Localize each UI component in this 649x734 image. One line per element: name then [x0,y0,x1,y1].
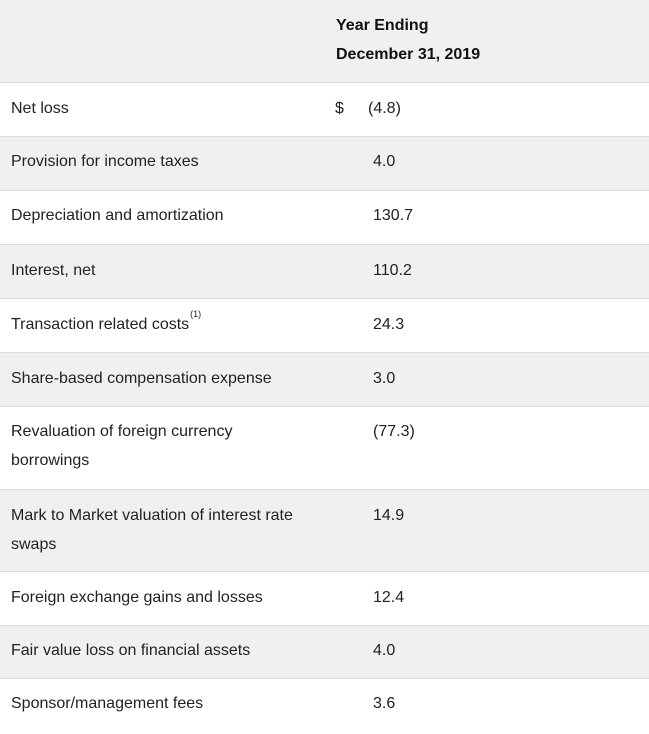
row-label: Provision for income taxes [11,153,199,170]
table-row-sponsor-fees: Sponsor/management fees 3.6 [0,679,649,734]
row-value: 3.6 [373,695,396,712]
row-value: 4.0 [373,642,396,659]
row-value: (77.3) [373,423,415,440]
row-value: 3.0 [373,370,396,387]
row-value: 12.4 [373,589,405,606]
row-label: Fair value loss on financial assets [11,642,251,659]
table-row-interest: Interest, net 110.2 [0,245,649,299]
row-label: Revaluation of foreign currency borrowin… [11,423,233,469]
row-label: Mark to Market valuation of interest rat… [11,507,293,553]
table-row-fair-value-loss: Fair value loss on financial assets 4.0 [0,626,649,679]
table-row-net-loss: Net loss $ (4.8) [0,83,649,137]
row-value: 14.9 [373,507,405,524]
row-label: Sponsor/management fees [11,695,204,712]
table-row-fx-gains: Foreign exchange gains and losses 12.4 [0,572,649,626]
row-value: 130.7 [373,207,414,224]
currency-symbol: $ [335,100,344,117]
table-row-mark-to-market: Mark to Market valuation of interest rat… [0,490,649,572]
footnote-marker: (1) [190,309,202,319]
row-label: Interest, net [11,262,96,279]
table-row-depreciation: Depreciation and amortization 130.7 [0,191,649,245]
row-label: Transaction related costs [11,316,190,333]
row-label: Foreign exchange gains and losses [11,589,263,606]
row-label: Share-based compensation expense [11,370,272,387]
table-header: Year Ending December 31, 2019 [0,0,649,83]
row-label: Net loss [11,100,69,117]
table-row-share-based-comp: Share-based compensation expense 3.0 [0,353,649,407]
row-value: 4.0 [373,153,396,170]
row-label-wrap: Transaction related costs(1) [11,309,311,341]
row-value: 110.2 [373,262,412,279]
row-label: Depreciation and amortization [11,207,224,224]
table-row-income-taxes: Provision for income taxes 4.0 [0,137,649,191]
period-header: Year Ending December 31, 2019 [336,11,480,69]
row-value: 24.3 [373,316,405,333]
table-row-revaluation: Revaluation of foreign currency borrowin… [0,407,649,490]
table-row-transaction-costs: Transaction related costs(1) 24.3 [0,299,649,353]
period-header-line2: December 31, 2019 [336,46,481,63]
row-value: (4.8) [368,100,401,117]
period-header-line1: Year Ending [336,17,429,34]
